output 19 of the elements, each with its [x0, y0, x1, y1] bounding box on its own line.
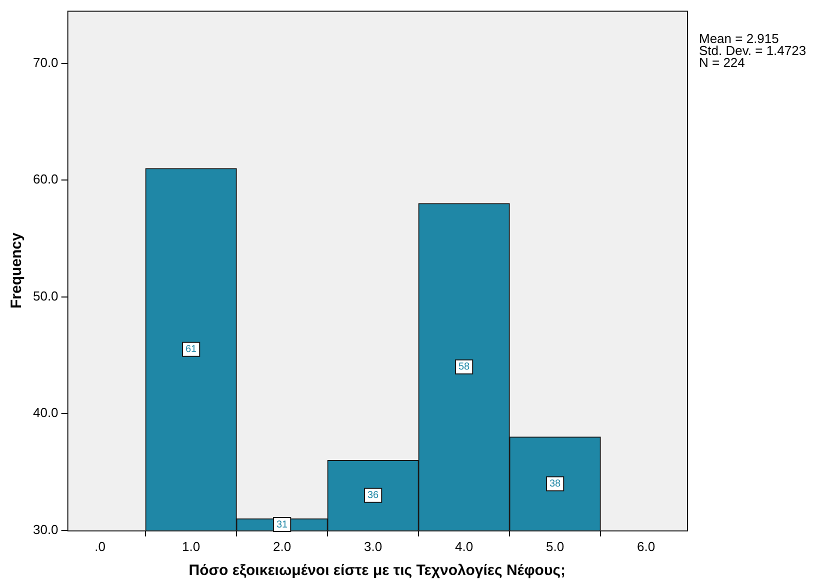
x-tick-label: 6.0 [637, 538, 656, 554]
data-label: 31 [276, 519, 288, 530]
data-label: 36 [367, 490, 380, 502]
x-tick-label: 3.0 [364, 538, 382, 554]
data-label: 61 [185, 344, 198, 356]
x-tick-label: 4.0 [455, 538, 474, 554]
x-tick-label: 1.0 [182, 538, 200, 554]
y-tick-label: 60.0 [32, 172, 58, 187]
y-tick-label: 40.0 [32, 405, 58, 420]
y-tick-label: 70.0 [32, 54, 58, 70]
y-tick-label: 50.0 [32, 288, 58, 304]
y-tick-label: 30.0 [32, 522, 58, 537]
x-tick-label: 2.0 [273, 538, 292, 554]
x-axis-title: Πόσο εξοικειωμένοι είστε με τις Τεχνολογίες Νέφους; [188, 562, 566, 580]
y-axis-title: Frequency [8, 232, 26, 309]
x-tick-label: .0 [94, 538, 106, 554]
x-tick-label: 5.0 [546, 538, 564, 554]
data-label: 58 [458, 362, 470, 373]
data-label: 38 [549, 478, 562, 490]
